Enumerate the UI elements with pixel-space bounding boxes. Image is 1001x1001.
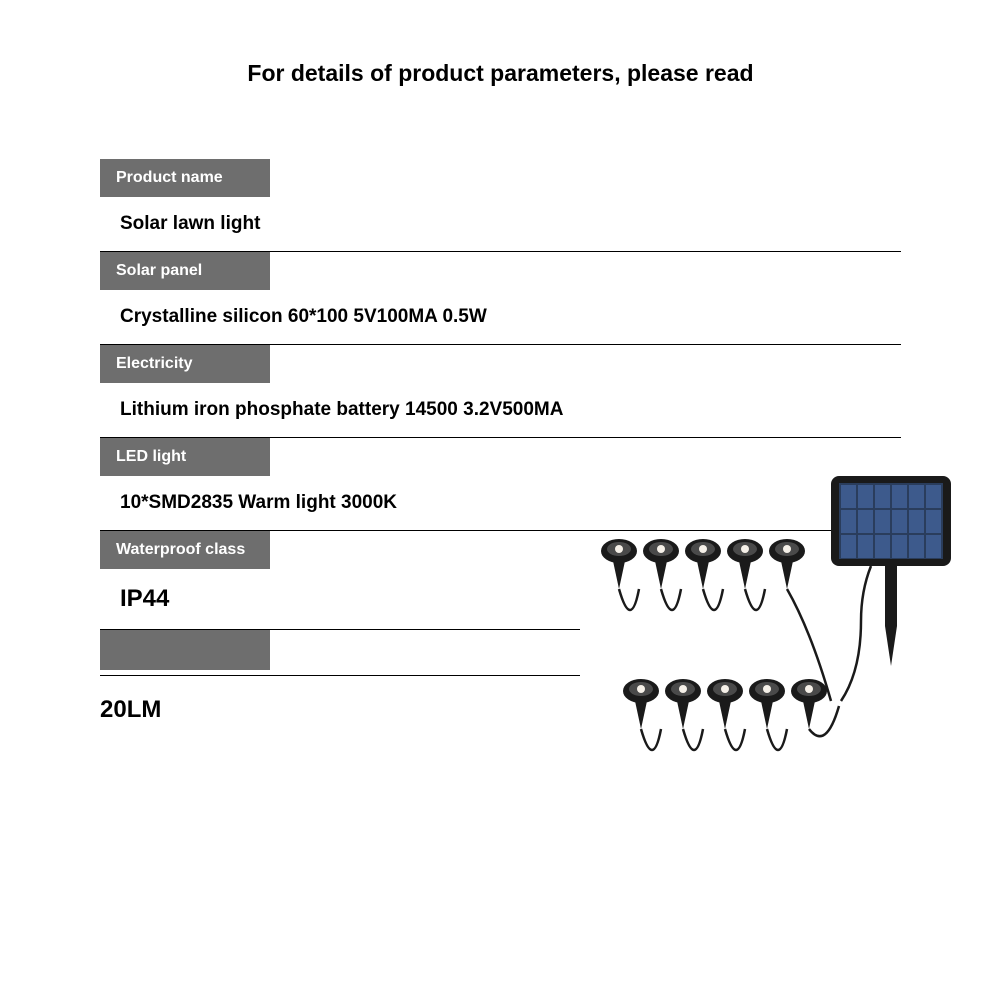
spec-value: Crystalline silicon 60*100 5V100MA 0.5W xyxy=(100,290,901,345)
spec-label: Electricity xyxy=(100,345,270,383)
spec-row-product-name: Product name Solar lawn light xyxy=(100,159,901,252)
spec-value-lumens: 20LM xyxy=(100,676,580,732)
light-row-top xyxy=(601,539,805,589)
spec-label: LED light xyxy=(100,438,270,476)
spec-value: Solar lawn light xyxy=(100,197,901,252)
empty-label xyxy=(100,630,270,670)
spec-row-electricity: Electricity Lithium iron phosphate batte… xyxy=(100,345,901,438)
spec-value: IP44 xyxy=(100,569,580,630)
spec-label: Waterproof class xyxy=(100,531,270,569)
solar-panel-icon xyxy=(831,476,951,666)
spec-row-lumens: 20LM xyxy=(100,630,580,732)
spec-value: Lithium iron phosphate battery 14500 3.2… xyxy=(100,383,901,438)
spec-label: Solar panel xyxy=(100,252,270,290)
product-illustration xyxy=(581,471,961,801)
spec-row-solar-panel: Solar panel Crystalline silicon 60*100 5… xyxy=(100,252,901,345)
light-row-bottom xyxy=(623,679,827,729)
spec-label: Product name xyxy=(100,159,270,197)
page-title: For details of product parameters, pleas… xyxy=(100,60,901,87)
spec-row-waterproof: Waterproof class IP44 xyxy=(100,531,580,630)
